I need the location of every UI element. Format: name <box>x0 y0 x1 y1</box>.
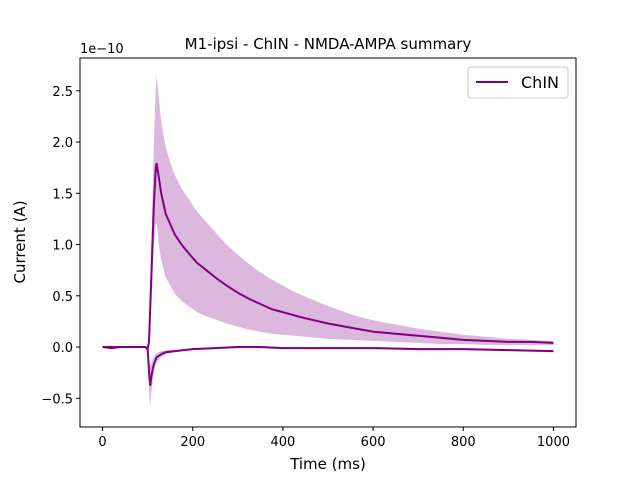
series-line-upper <box>102 162 554 351</box>
x-axis-label: Time (ms) <box>289 455 366 473</box>
axes-frame <box>79 57 577 428</box>
y-tick-label: 2.5 <box>52 85 73 100</box>
y-tick-label: 1.0 <box>52 239 73 254</box>
plot-area <box>102 75 554 407</box>
y-axis-label: Current (A) <box>11 200 29 283</box>
chart-title: M1-ipsi - ChIN - NMDA-AMPA summary <box>185 35 472 53</box>
legend-label-chin: ChIN <box>521 73 559 92</box>
y-tick-label: 0.5 <box>52 290 73 305</box>
x-tick-label: 0 <box>98 435 106 450</box>
confidence-bands <box>102 75 554 407</box>
y-axis-ticks: −0.5 0.0 0.5 1.0 1.5 2.0 2.5 <box>41 85 80 407</box>
confidence-band-upper <box>102 75 554 350</box>
x-tick-label: 600 <box>361 435 386 450</box>
series-lines <box>102 162 554 386</box>
y-tick-label: −0.5 <box>41 392 73 407</box>
y-tick-label: 2.0 <box>52 136 73 151</box>
y-tick-label: 0.0 <box>52 341 73 356</box>
legend-box <box>467 66 569 99</box>
x-tick-label: 400 <box>270 435 295 450</box>
x-axis-ticks: 0 200 400 600 800 1000 <box>98 427 570 450</box>
series-line-lower <box>102 346 554 386</box>
y-tick-label: 1.5 <box>52 187 73 202</box>
x-tick-label: 200 <box>180 435 205 450</box>
x-tick-label: 1000 <box>537 435 570 450</box>
y-axis-offset-label: 1e−10 <box>80 42 124 57</box>
x-tick-label: 800 <box>451 435 476 450</box>
legend: ChIN <box>467 66 569 99</box>
